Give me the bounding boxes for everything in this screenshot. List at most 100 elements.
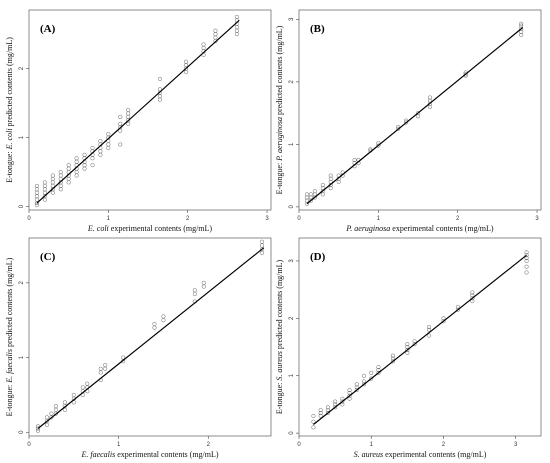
- data-point: [50, 180, 55, 185]
- data-point: [66, 163, 71, 168]
- data-point: [354, 385, 359, 390]
- x-axis-species: E. coli: [87, 224, 109, 233]
- x-tick-label: 0: [297, 442, 301, 448]
- x-axis-species: P. aeruginosa: [345, 224, 390, 233]
- x-axis-label: E. faecalis experimental contents (mg/mL…: [80, 450, 218, 459]
- data-point: [121, 355, 126, 360]
- data-point: [71, 392, 76, 397]
- data-point: [519, 23, 524, 28]
- data-point: [426, 324, 432, 330]
- data-point: [201, 45, 206, 50]
- x-axis-species: E. faecalis: [80, 450, 115, 459]
- data-point: [44, 415, 49, 420]
- data-point: [340, 396, 345, 401]
- data-point: [325, 410, 330, 416]
- data-point: [118, 142, 123, 147]
- data-point: [50, 190, 55, 195]
- data-point: [34, 183, 39, 188]
- x-tick-label: 1: [117, 442, 121, 448]
- data-point: [426, 327, 432, 332]
- x-tick-label: 0: [27, 442, 31, 448]
- data-point: [333, 405, 338, 410]
- y-axis-unit-text: predicted contents (mg/mL): [5, 257, 14, 349]
- data-point: [470, 290, 475, 295]
- data-point: [524, 264, 529, 269]
- x-tick-label: 2: [207, 442, 211, 448]
- data-point: [463, 72, 468, 77]
- plot-frame: [298, 237, 542, 437]
- panel-label: (A): [40, 23, 56, 35]
- x-tick-label: 3: [535, 216, 539, 222]
- data-point: [42, 187, 47, 192]
- data-point: [157, 94, 162, 99]
- data-point: [304, 201, 309, 206]
- data-point: [85, 381, 90, 386]
- data-point: [347, 393, 352, 398]
- x-tick-label: 0: [297, 216, 301, 222]
- data-point: [90, 145, 95, 150]
- data-point: [118, 114, 123, 119]
- data-point: [34, 187, 39, 192]
- data-point: [82, 152, 87, 157]
- y-axis-label: E-tongue: E. coli predicted contents (mg…: [5, 37, 14, 183]
- data-point: [34, 197, 39, 202]
- data-point: [126, 114, 131, 119]
- data-point: [369, 376, 374, 381]
- data-point: [53, 407, 58, 412]
- data-point: [74, 159, 79, 164]
- data-point: [311, 419, 316, 424]
- data-point: [412, 339, 417, 344]
- data-point: [308, 195, 313, 200]
- data-point: [66, 176, 71, 182]
- data-point: [352, 157, 357, 163]
- data-point: [308, 198, 313, 203]
- data-point: [98, 149, 103, 154]
- data-point: [234, 25, 239, 30]
- panel-label: (C): [40, 251, 56, 263]
- data-point: [311, 413, 316, 418]
- data-point: [318, 413, 323, 418]
- data-point: [213, 35, 218, 40]
- data-point: [415, 114, 421, 119]
- data-point: [98, 370, 103, 375]
- x-tick-label: 1: [377, 216, 381, 222]
- y-axis-unit-text: predicted contents (mg/mL): [5, 37, 14, 129]
- x-tick-label: 2: [186, 216, 190, 222]
- x-tick-label: 2: [456, 216, 460, 222]
- data-point: [106, 132, 111, 137]
- data-point: [318, 408, 323, 413]
- data-point: [325, 408, 330, 413]
- data-point: [325, 405, 330, 410]
- data-point: [50, 176, 55, 182]
- data-point: [311, 425, 316, 430]
- data-point: [427, 101, 432, 106]
- data-point: [347, 390, 352, 396]
- y-axis-label: E-tongue: P. aeruginosa predicted conten…: [275, 25, 284, 194]
- data-point: [519, 32, 524, 38]
- data-point: [340, 402, 345, 407]
- data-point: [44, 422, 49, 427]
- data-point: [192, 288, 197, 293]
- panel-3: 0 1 2 3 0 1 2 3 (D) S. aureus experimental conten…: [275, 237, 542, 459]
- data-point: [328, 182, 333, 188]
- data-point: [58, 187, 63, 192]
- data-point: [49, 411, 54, 416]
- data-point: [34, 203, 39, 208]
- data-point: [405, 350, 410, 355]
- data-point: [441, 319, 446, 324]
- y-axis-prefix: E-tongue:: [275, 381, 284, 415]
- data-point: [376, 143, 381, 148]
- data-point: [82, 166, 87, 171]
- data-point: [320, 186, 325, 191]
- y-tick-label: 2: [289, 80, 295, 84]
- data-point: [161, 314, 166, 319]
- data-point: [126, 111, 131, 116]
- y-tick-label: 3: [289, 259, 295, 263]
- y-axis-prefix: E-tongue:: [5, 149, 14, 183]
- data-point: [415, 111, 421, 116]
- fit-line: [36, 19, 240, 204]
- x-tick-label: 3: [265, 216, 269, 222]
- x-axis-unit-text: experimental contents (mg/mL): [109, 224, 213, 233]
- data-point: [259, 243, 265, 248]
- data-point: [74, 173, 79, 178]
